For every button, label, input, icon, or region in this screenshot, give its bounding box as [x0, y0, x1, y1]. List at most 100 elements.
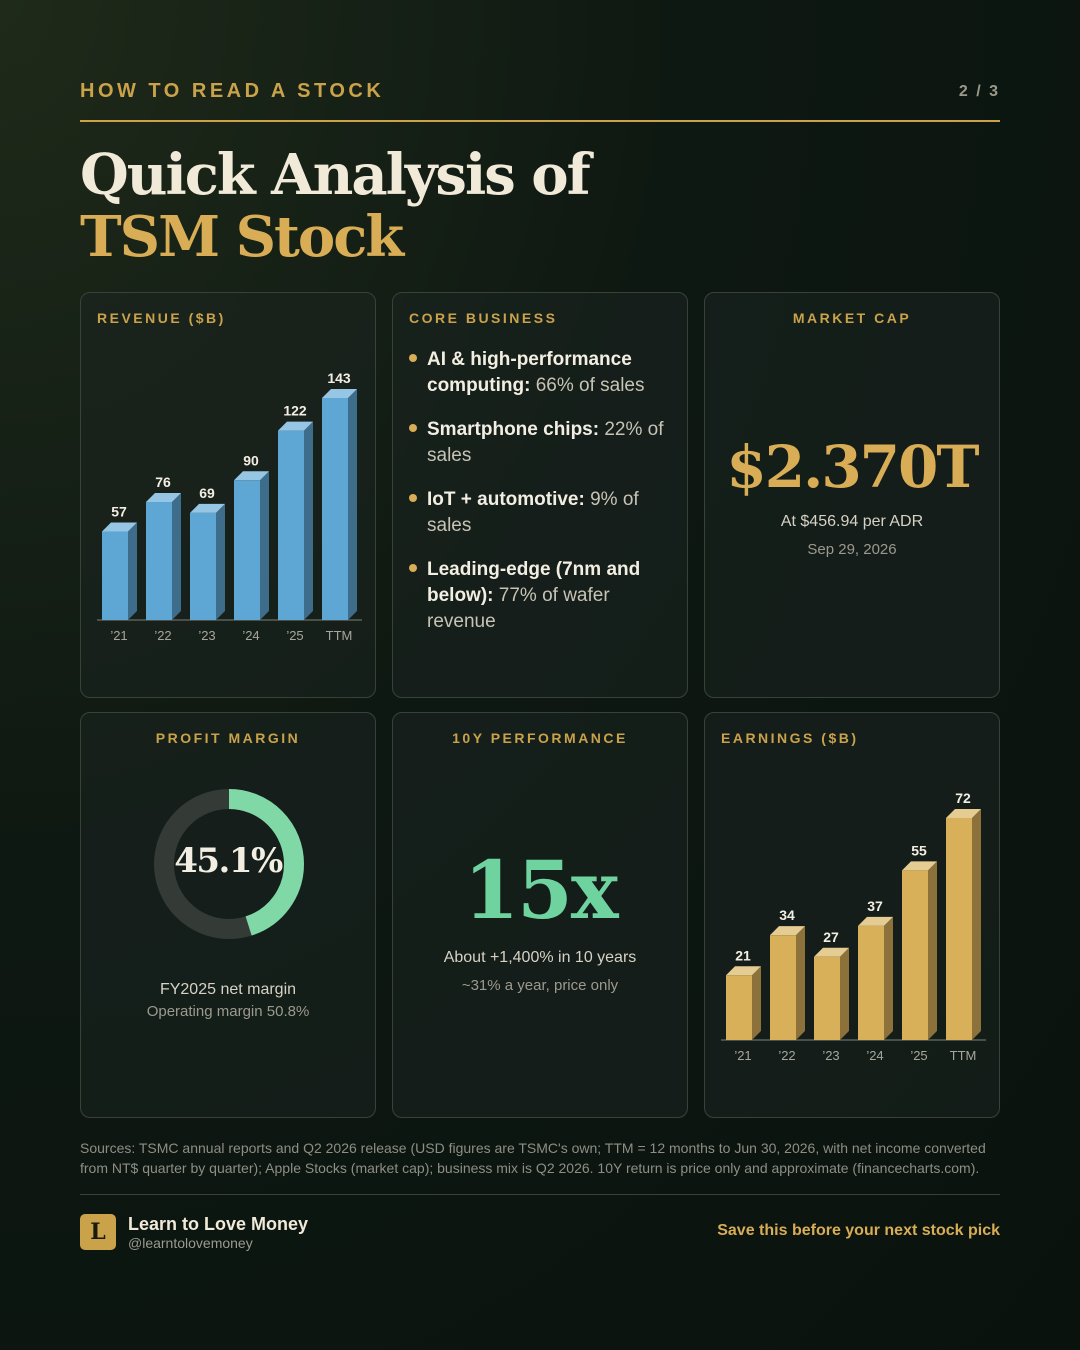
performance-sub: ~31% a year, price only — [461, 977, 619, 994]
revenue-bar-side — [348, 389, 357, 620]
bullet-dot — [409, 564, 417, 572]
earnings-bar — [946, 818, 972, 1040]
brand-logo: L — [80, 1214, 116, 1250]
revenue-bar-side — [304, 421, 313, 620]
revenue-bar — [234, 480, 260, 620]
business-item: Leading-edge (7nm and below): 77% of waf… — [409, 557, 669, 635]
earnings-bar-top — [946, 809, 981, 818]
earnings-bar-side — [840, 947, 849, 1040]
profit-margin-value: 45.1% — [174, 841, 283, 881]
profit-margin-label: PROFIT MARGIN — [155, 730, 301, 746]
business-item: AI & high-performance computing: 66% of … — [409, 347, 669, 399]
revenue-value-label: 57 — [111, 504, 127, 520]
title-line-2: TSM Stock — [80, 204, 404, 270]
profit-margin-caption: FY2025 net margin — [159, 981, 297, 998]
earnings-value-label: 72 — [955, 790, 971, 806]
market-cap-card: MARKET CAP $2.370T At $456.94 per ADR Se… — [704, 292, 1000, 698]
business-list: AI & high-performance computing: 66% of … — [409, 347, 669, 653]
revenue-label: REVENUE ($B) — [97, 310, 226, 326]
revenue-bar-side — [260, 471, 269, 620]
performance-card: 10Y PERFORMANCE 15x About +1,400% in 10 … — [392, 712, 688, 1118]
market-cap-label: MARKET CAP — [792, 310, 912, 326]
business-item: Smartphone chips: 22% of sales — [409, 417, 669, 469]
revenue-tick-label: ’22 — [154, 628, 171, 643]
earnings-tick-label: ’22 — [778, 1048, 795, 1063]
earnings-chart: 21 ’21 34 ’22 27 ’23 37 ’24 55 ’25 72 TTM — [721, 790, 986, 1063]
revenue-bar — [190, 512, 216, 620]
bullet-dot — [409, 424, 417, 432]
kicker: HOW TO READ A STOCK — [80, 80, 385, 102]
earnings-bar-top — [814, 947, 849, 957]
bullet-dot — [409, 494, 417, 502]
revenue-bar — [278, 430, 304, 620]
earnings-bar-side — [972, 809, 981, 1040]
earnings-tick-label: ’21 — [734, 1048, 751, 1063]
earnings-bar — [814, 956, 840, 1040]
brand-name: Learn to Love Money — [128, 1214, 309, 1234]
revenue-tick-label: ’23 — [198, 628, 215, 643]
header: HOW TO READ A STOCK 2 / 3 — [80, 80, 1000, 122]
market-cap-date: Sep 29, 2026 — [807, 541, 897, 558]
revenue-tick-label: ’24 — [242, 628, 259, 643]
earnings-bar — [726, 975, 752, 1040]
earnings-tick-label: ’24 — [866, 1048, 883, 1063]
performance-caption: About +1,400% in 10 years — [443, 949, 637, 966]
revenue-chart: 57 ’21 76 ’22 69 ’23 90 ’24 122 ’25 143 TTM — [97, 370, 362, 643]
core-business-card: CORE BUSINESS AI & high-performance comp… — [392, 292, 688, 698]
earnings-bar — [770, 935, 796, 1040]
revenue-value-label: 69 — [199, 485, 215, 501]
earnings-value-label: 34 — [779, 907, 795, 923]
revenue-bar-top — [278, 421, 313, 431]
revenue-bar-top — [146, 493, 181, 503]
revenue-card: REVENUE ($B) 57 ’21 76 ’22 69 ’23 90 ’24 122 ’25 1… — [80, 292, 376, 698]
business-item: IoT + automotive: 9% of sales — [409, 487, 669, 539]
earnings-bar-side — [752, 966, 761, 1040]
earnings-value-label: 27 — [823, 929, 839, 945]
revenue-bar-top — [190, 503, 225, 513]
earnings-tick-label: ’25 — [910, 1048, 927, 1063]
revenue-tick-label: ’25 — [286, 628, 303, 643]
revenue-value-label: 122 — [283, 403, 307, 419]
earnings-value-label: 37 — [867, 898, 883, 914]
market-cap-per-share: At $456.94 per ADR — [780, 513, 924, 530]
title-line-1: Quick Analysis of — [80, 142, 591, 208]
revenue-tick-label: TTM — [326, 628, 353, 643]
footer-divider — [80, 1194, 1000, 1195]
earnings-card: EARNINGS ($B) 21 ’21 34 ’22 27 ’23 37 ’24 55 ’25 7… — [704, 712, 1000, 1118]
revenue-bar-top — [234, 471, 269, 481]
earnings-bar-side — [796, 926, 805, 1040]
revenue-bar — [146, 502, 172, 620]
donut-arc — [154, 789, 304, 939]
profit-margin-card: PROFIT MARGIN 45.1% FY2025 net margin Op… — [80, 712, 376, 1118]
bullet-dot — [409, 354, 417, 362]
call-to-action: Save this before your next stock pick — [717, 1222, 1000, 1239]
revenue-bar-top — [322, 389, 357, 398]
revenue-bar-side — [172, 493, 181, 620]
margin-donut — [154, 789, 304, 939]
performance-value: 15x — [463, 843, 618, 937]
revenue-value-label: 76 — [155, 474, 171, 490]
earnings-bar-side — [884, 916, 893, 1040]
earnings-label: EARNINGS ($B) — [721, 730, 859, 746]
page-indicator: 2 / 3 — [958, 83, 1000, 100]
revenue-tick-label: ’21 — [110, 628, 127, 643]
earnings-bar-top — [902, 861, 937, 871]
earnings-value-label: 21 — [735, 947, 751, 963]
earnings-bar — [902, 870, 928, 1040]
earnings-value-label: 55 — [911, 842, 927, 858]
revenue-bar — [102, 531, 128, 620]
revenue-bar-side — [128, 522, 137, 620]
market-cap-value: $2.370T — [726, 433, 979, 501]
earnings-tick-label: TTM — [950, 1048, 977, 1063]
earnings-bar-top — [770, 926, 805, 936]
revenue-value-label: 90 — [243, 452, 259, 468]
revenue-value-label: 143 — [327, 370, 351, 386]
earnings-bar-top — [726, 966, 761, 976]
performance-label: 10Y PERFORMANCE — [452, 730, 628, 746]
page-title: Quick Analysis of TSM Stock — [80, 142, 591, 270]
brand-handle: @learntolovemoney — [128, 1235, 253, 1251]
operating-margin: Operating margin 50.8% — [146, 1003, 310, 1020]
revenue-bar-top — [102, 522, 137, 532]
earnings-tick-label: ’23 — [822, 1048, 839, 1063]
core-business-label: CORE BUSINESS — [409, 310, 558, 326]
